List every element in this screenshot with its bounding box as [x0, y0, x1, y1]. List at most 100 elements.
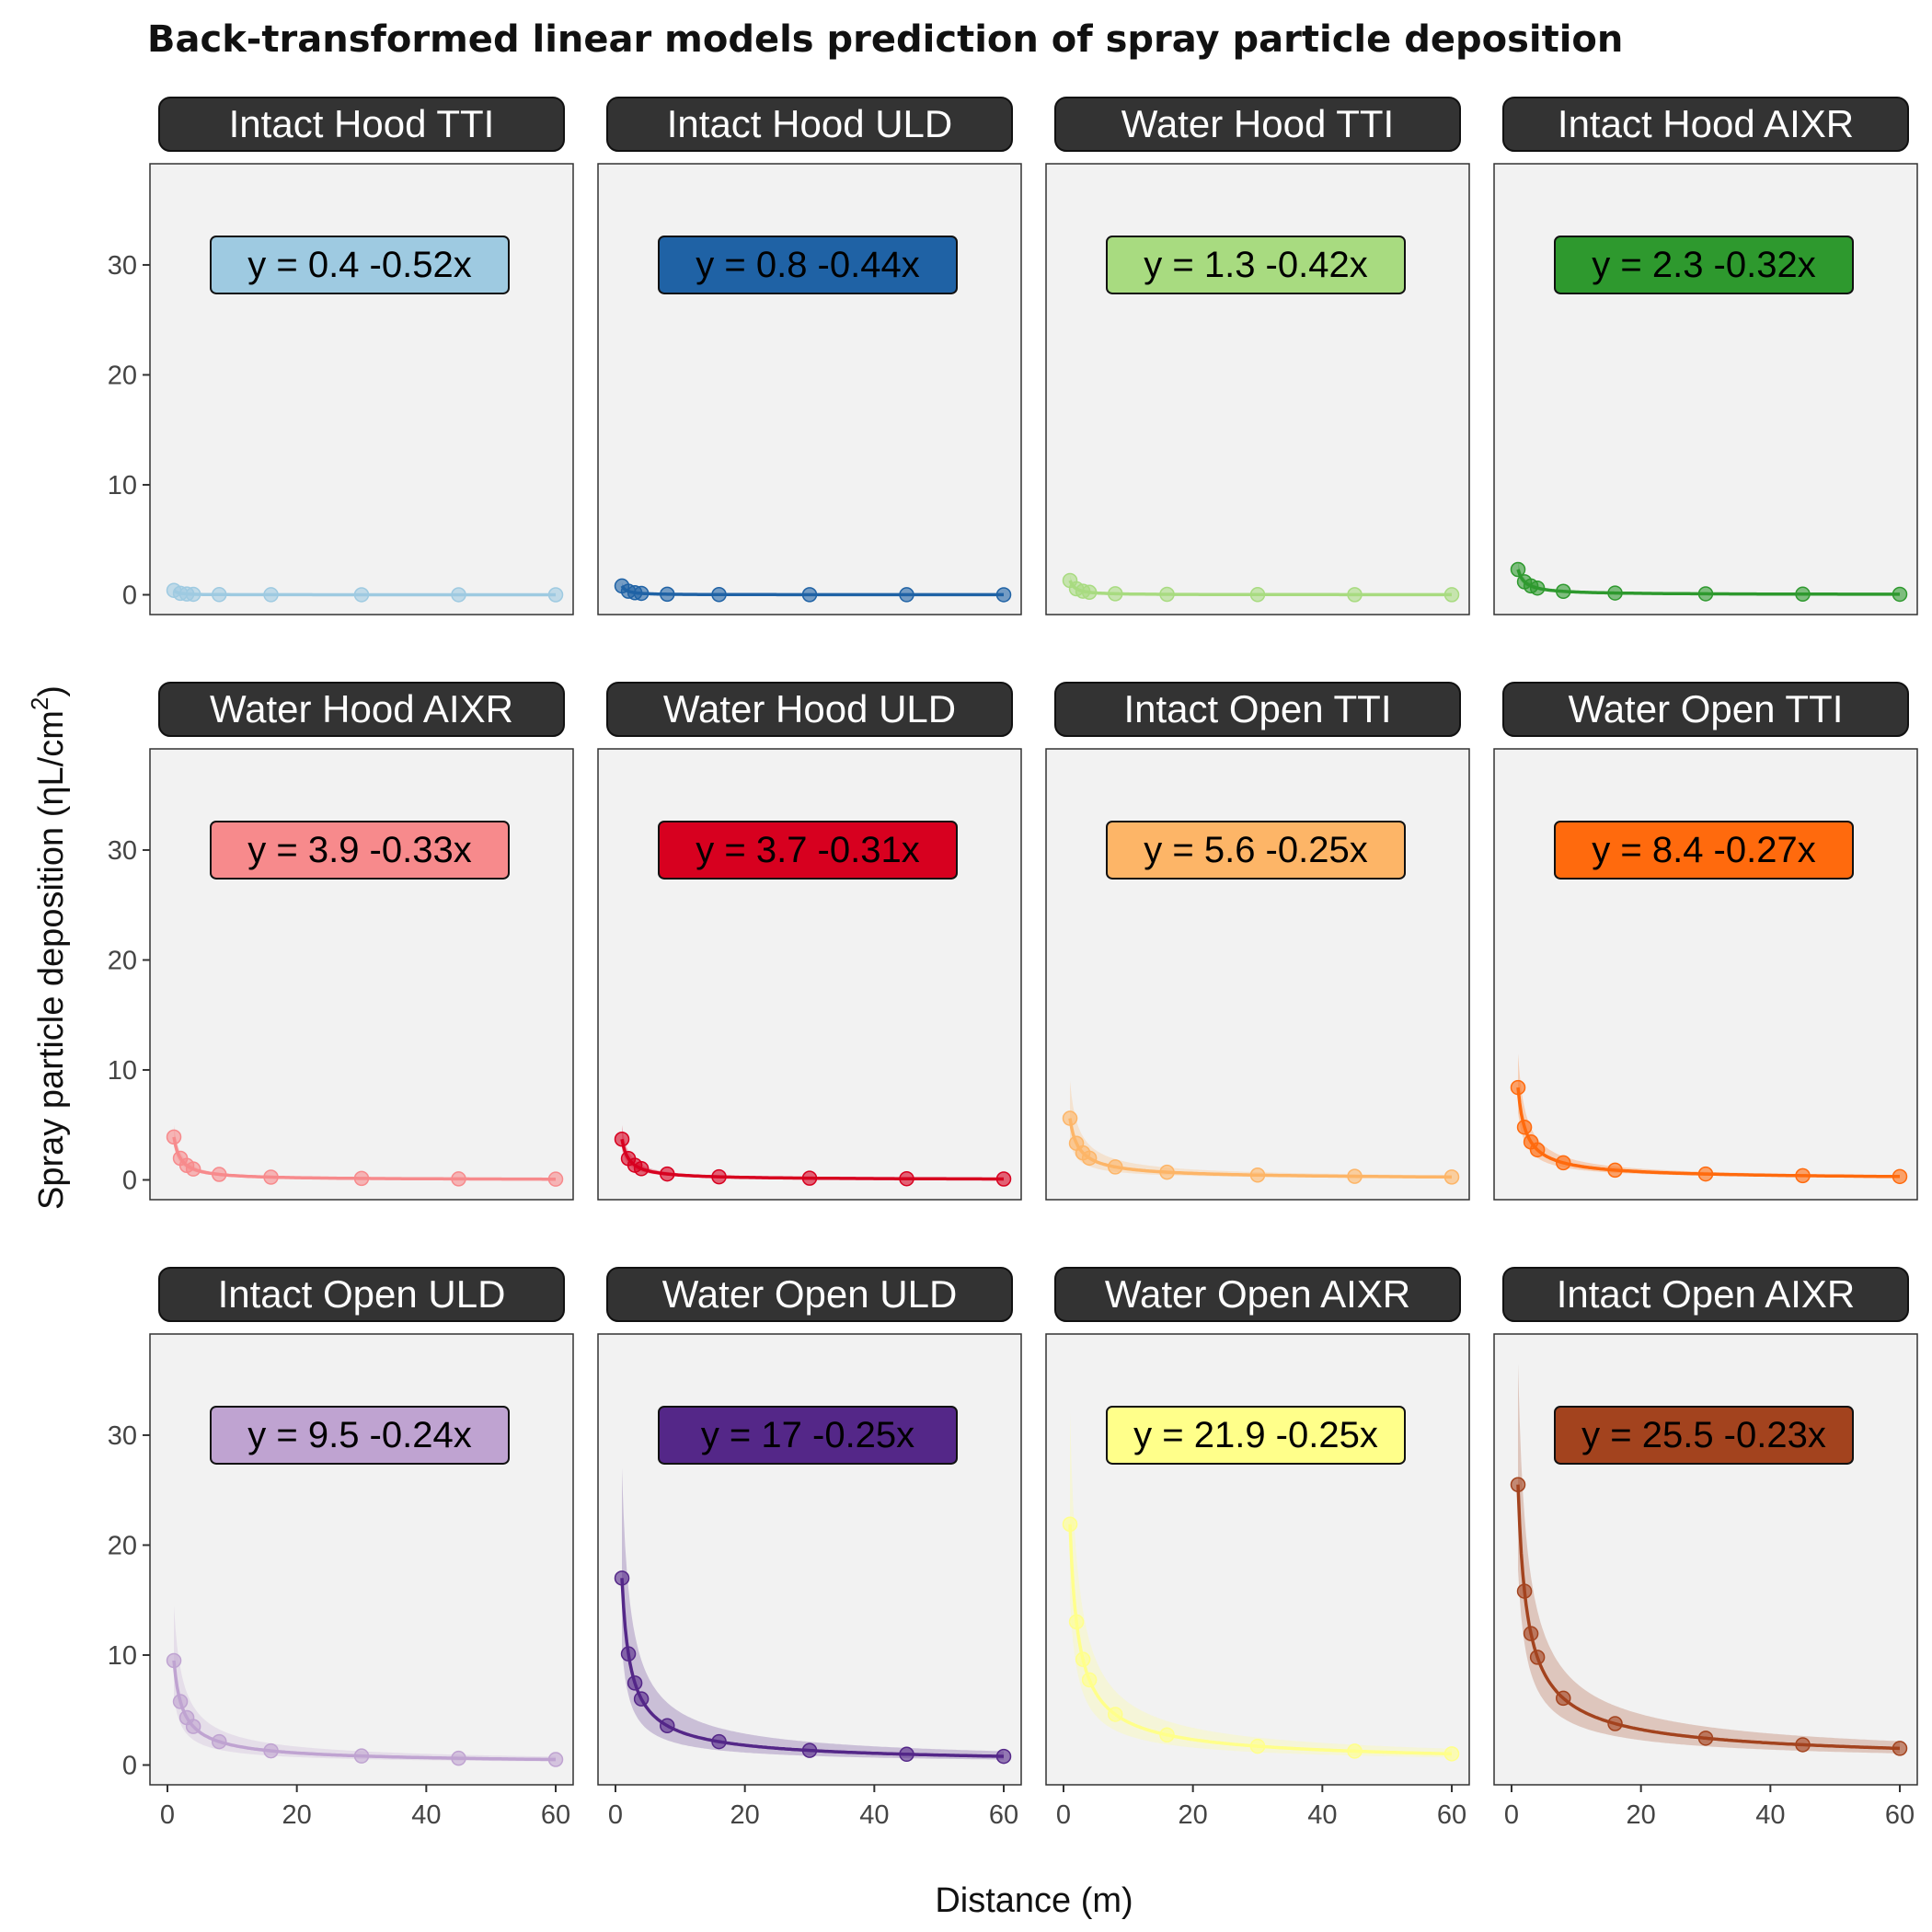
x-axis-label: Distance (m)	[935, 1881, 1133, 1920]
data-point	[547, 1171, 564, 1187]
data-point	[1159, 1727, 1175, 1743]
data-point	[1556, 1690, 1571, 1707]
x-tick-label: 40	[411, 1800, 441, 1830]
facet-strip	[606, 97, 1013, 152]
panel-water-open-tti: Water Open TTI y = 8.4 -0.27x	[1493, 682, 1918, 1201]
data-point	[1607, 1162, 1623, 1179]
data-point	[263, 587, 279, 603]
equation-label: y = 0.4 -0.52x	[247, 245, 471, 285]
data-point	[633, 1691, 650, 1707]
data-point	[1081, 1150, 1098, 1167]
confidence-ribbon	[622, 1467, 1004, 1760]
facet-strip	[1054, 1267, 1461, 1322]
data-point	[1516, 1583, 1533, 1599]
data-point	[1529, 580, 1546, 596]
facet-strip	[1502, 97, 1909, 152]
panel-intact-hood-tti: Intact Hood TTI 0 10 20 30 y = 0.4 -0.52x	[108, 97, 574, 615]
data-point	[1697, 1166, 1714, 1182]
x-tick-label: 0	[608, 1800, 623, 1830]
data-point	[1081, 1672, 1098, 1688]
x-tick-label: 0	[160, 1800, 175, 1830]
facet-strip-label: Water Hood AIXR	[210, 687, 513, 730]
equation-label: y = 21.9 -0.25x	[1133, 1415, 1378, 1455]
data-point	[899, 587, 914, 603]
panel-water-hood-uld: Water Hood ULD y = 3.7 -0.31x	[597, 682, 1022, 1201]
panel-background	[597, 748, 1022, 1201]
x-tick-label: 40	[1307, 1800, 1337, 1830]
panel-background	[149, 163, 574, 615]
data-point	[353, 1170, 370, 1187]
data-point	[1249, 1167, 1266, 1183]
facet-strip	[1054, 682, 1461, 737]
y-tick-label: 0	[122, 581, 137, 610]
data-point	[711, 586, 727, 603]
data-point	[263, 1742, 279, 1759]
equation-label: y = 3.7 -0.31x	[696, 830, 919, 870]
equation-label: y = 0.8 -0.44x	[696, 245, 919, 285]
data-point	[660, 586, 675, 603]
data-point	[1795, 1167, 1811, 1184]
data-point	[172, 1694, 189, 1709]
data-point	[1347, 1168, 1363, 1184]
data-point	[1607, 1716, 1623, 1731]
data-point	[633, 1161, 650, 1177]
data-point	[1108, 586, 1123, 602]
confidence-ribbon	[1070, 1413, 1452, 1758]
panel-water-open-aixr: Water Open AIXR 0 20 40 60 y = 21.9 -0.25x	[1045, 1267, 1470, 1830]
equation-box	[1554, 1405, 1854, 1465]
facet-strip	[606, 682, 1013, 737]
equation-box	[658, 235, 958, 294]
data-point	[212, 587, 227, 603]
facet-strip	[606, 1267, 1013, 1322]
y-tick-label: 20	[108, 1531, 137, 1560]
facet-strip	[1502, 1267, 1909, 1322]
equation-label: y = 9.5 -0.24x	[247, 1415, 471, 1455]
facet-strip	[1054, 97, 1461, 152]
y-tick-label: 10	[108, 1641, 137, 1671]
data-point	[1249, 587, 1266, 603]
data-point	[1347, 1743, 1363, 1759]
panel-water-hood-tti: Water Hood TTI y = 1.3 -0.42x	[1045, 97, 1470, 615]
x-tick-label: 20	[1179, 1800, 1208, 1830]
data-point	[166, 1129, 182, 1145]
data-point	[627, 1675, 643, 1691]
data-point	[547, 587, 564, 603]
data-point	[1697, 1731, 1714, 1746]
data-point	[547, 1752, 564, 1767]
data-point	[1159, 586, 1175, 603]
data-point	[1529, 1142, 1546, 1158]
data-point	[1607, 585, 1623, 601]
x-tick-label: 40	[859, 1800, 889, 1830]
data-point	[899, 1746, 914, 1763]
y-axis-label: Spray particle deposition (ηL/cm2)	[26, 685, 71, 1210]
data-point	[451, 1750, 466, 1766]
equation-label: y = 1.3 -0.42x	[1144, 245, 1367, 285]
data-point	[1108, 1707, 1123, 1722]
facet-strip-label: Intact Open ULD	[218, 1272, 506, 1316]
x-tick-label: 20	[1627, 1800, 1656, 1830]
panel-background	[1045, 163, 1470, 615]
data-point	[1697, 586, 1714, 602]
data-point	[1510, 1079, 1526, 1096]
data-point	[1443, 1169, 1460, 1185]
data-point	[1892, 1168, 1908, 1185]
equation-label: y = 5.6 -0.25x	[1144, 830, 1367, 870]
data-point	[801, 1742, 818, 1758]
panel-intact-open-aixr: Intact Open AIXR 0 20 40 60 y = 25.5 -0.23x	[1493, 1267, 1918, 1830]
facet-strip-label: Water Open ULD	[662, 1272, 958, 1316]
data-point	[711, 1168, 727, 1185]
data-point	[1892, 586, 1908, 603]
data-point	[451, 1171, 466, 1187]
data-point	[1068, 1614, 1085, 1630]
facet-strip-label: Water Open AIXR	[1105, 1272, 1410, 1316]
data-point	[801, 1170, 818, 1186]
data-point	[995, 1748, 1012, 1765]
panel-intact-hood-aixr: Intact Hood AIXR y = 2.3 -0.32x	[1493, 97, 1918, 615]
data-point	[660, 1718, 675, 1734]
data-point	[263, 1169, 279, 1185]
equation-box	[658, 820, 958, 880]
data-point	[1443, 1746, 1460, 1762]
panel-intact-open-tti: Intact Open TTI y = 5.6 -0.25x	[1045, 682, 1470, 1201]
